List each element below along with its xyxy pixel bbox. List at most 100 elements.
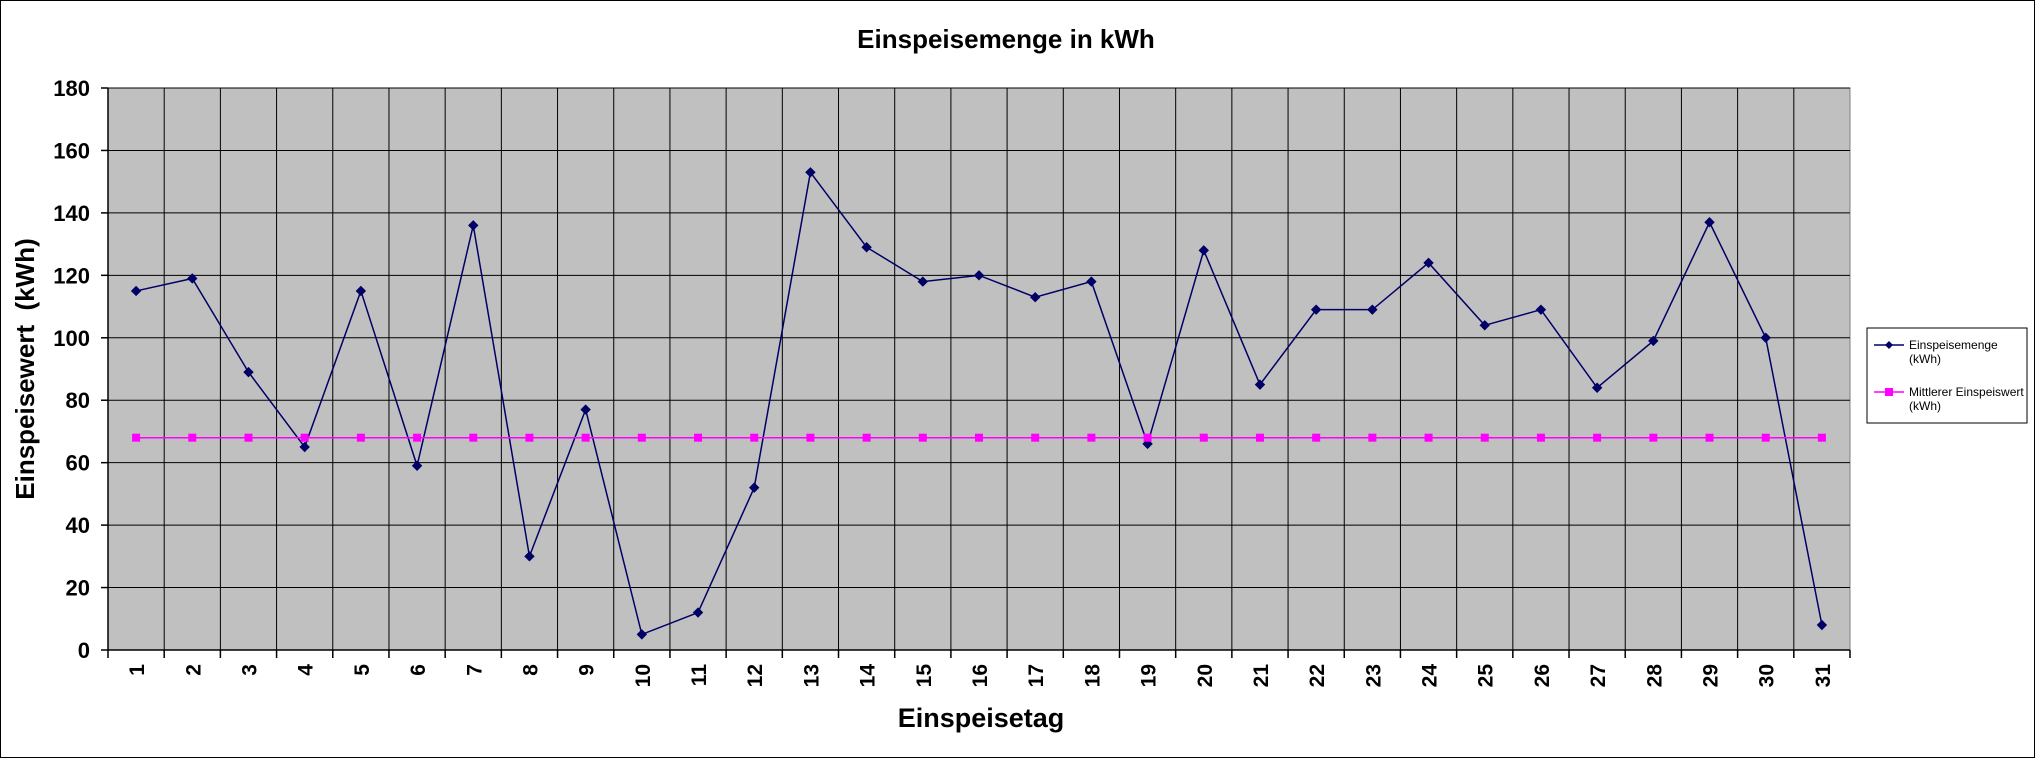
legend-label: Einspeisemenge (1909, 338, 1998, 352)
data-point (1705, 433, 1714, 442)
x-axis-label: Einspeisetag (898, 703, 1065, 733)
x-tick-label: 19 (1138, 664, 1161, 687)
data-point (1086, 276, 1097, 287)
data-point (580, 404, 591, 415)
x-tick-labels: 1 2 3 4 5 6 7 8 9 10 11 12 13 14 15 16 17 18 19 20 21 22 23 24 2… (107, 650, 1851, 688)
x-tick-label: 22 (1306, 664, 1329, 687)
x-tick-label: 20 (1194, 664, 1217, 687)
y-tick-label: 20 (66, 576, 90, 601)
y-tick-label: 0 (78, 638, 90, 663)
data-point (749, 482, 760, 493)
series-layer (130, 167, 1828, 640)
x-tick-label: 28 (1643, 664, 1666, 688)
data-point (1593, 433, 1602, 442)
legend-marker (1885, 388, 1893, 396)
axes (107, 88, 1850, 651)
y-tick-label: 60 (66, 451, 90, 476)
data-point (975, 433, 983, 442)
data-point (525, 433, 534, 442)
x-tick-label: 6 (407, 664, 430, 676)
data-point (244, 433, 253, 442)
x-tick-label: 24 (1419, 664, 1442, 688)
data-point (243, 366, 254, 378)
data-point (1031, 433, 1040, 442)
y-tick-label: 80 (66, 388, 90, 413)
data-point (918, 433, 927, 442)
data-point (1367, 304, 1378, 315)
data-point (1029, 291, 1041, 303)
series-1 (130, 167, 1828, 640)
x-tick-label: 8 (519, 664, 542, 676)
x-tick-label: 5 (351, 664, 374, 676)
legend: Einspeisemenge(kWh)Mittlerer Einspeiswer… (1866, 327, 2028, 424)
y-tick-label: 120 (53, 263, 90, 288)
data-point (1087, 433, 1096, 442)
data-point (1423, 257, 1434, 269)
y-tick-labels: 0 20 40 60 80 100 120 140 160 180 (53, 76, 108, 663)
legend-box (1866, 327, 2028, 424)
x-tick-label: 21 (1250, 664, 1273, 688)
data-point (861, 242, 872, 253)
data-point (300, 433, 309, 442)
data-point (1704, 217, 1715, 228)
data-point (1591, 382, 1603, 393)
x-tick-label: 9 (576, 664, 599, 676)
data-point (636, 629, 648, 640)
data-point (469, 433, 478, 442)
legend-label: (kWh) (1909, 399, 1941, 413)
data-point (1424, 433, 1433, 442)
x-tick-label: 15 (913, 664, 936, 688)
data-point (862, 433, 871, 442)
x-tick-label: 26 (1531, 664, 1554, 687)
data-point (1760, 332, 1771, 343)
vertical-gridlines (163, 88, 1795, 650)
x-tick-label: 30 (1756, 664, 1779, 687)
y-tick-label: 100 (53, 326, 90, 351)
data-point (692, 607, 704, 618)
data-point (356, 433, 365, 442)
x-tick-label: 10 (632, 664, 655, 687)
data-point (1480, 433, 1489, 442)
x-tick-label: 13 (800, 664, 823, 687)
data-point (411, 460, 423, 471)
data-point (1479, 320, 1490, 331)
legend-label: (kWh) (1909, 352, 1941, 366)
data-point (132, 433, 141, 442)
data-point (1368, 433, 1377, 442)
data-point (1255, 433, 1264, 442)
x-tick-label: 1 (126, 664, 149, 676)
x-tick-label: 12 (744, 664, 767, 687)
x-tick-label: 25 (1475, 664, 1498, 688)
x-tick-label: 18 (1081, 664, 1104, 688)
legend-label: Mittlerer Einspeiswert (1909, 385, 2024, 399)
x-tick-label: 17 (1025, 664, 1048, 687)
x-tick-label: 4 (295, 664, 318, 676)
data-point (973, 270, 985, 281)
y-tick-label: 180 (53, 76, 90, 101)
y-tick-label: 140 (53, 201, 90, 226)
data-point (1535, 304, 1547, 315)
data-point (694, 433, 703, 442)
x-tick-label: 2 (182, 664, 205, 676)
legend-item: Einspeisemenge(kWh) (1874, 338, 1998, 366)
legend-item: Mittlerer Einspeiswert(kWh) (1874, 385, 2024, 413)
y-tick-label: 160 (53, 138, 90, 163)
data-point (1817, 433, 1826, 442)
data-point (1312, 433, 1321, 442)
y-tick-label: 40 (66, 513, 90, 538)
data-point (1761, 433, 1770, 442)
data-point (806, 433, 815, 442)
x-tick-label: 14 (857, 664, 880, 688)
data-point (1816, 619, 1828, 631)
data-point (750, 433, 759, 442)
y-axis-label: Einspeisewert (kWh) (10, 238, 40, 500)
x-tick-label: 27 (1587, 664, 1610, 687)
data-point (468, 220, 479, 231)
data-point (1199, 433, 1208, 442)
data-point (188, 433, 197, 442)
x-tick-label: 31 (1812, 664, 1835, 688)
data-point (299, 441, 310, 453)
data-point (1648, 335, 1659, 347)
